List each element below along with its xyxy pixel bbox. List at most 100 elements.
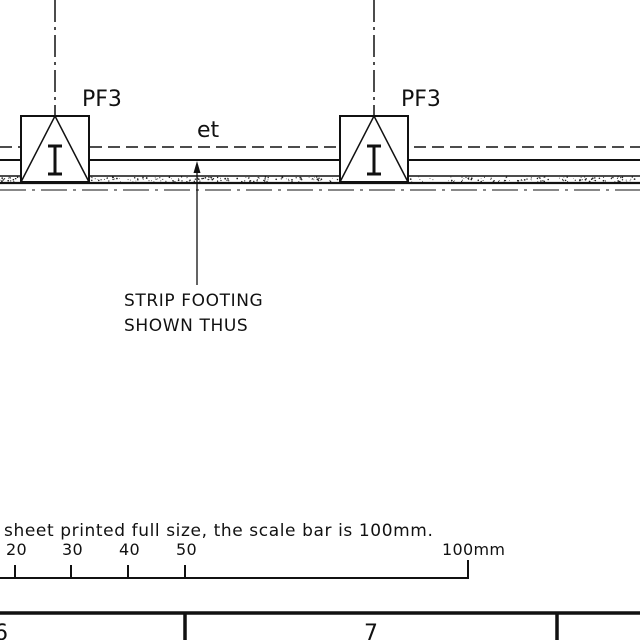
- stipple-dot: [419, 179, 421, 181]
- stipple-dot: [564, 179, 567, 182]
- stipple-dot: [626, 181, 628, 183]
- stipple-dot: [590, 178, 593, 181]
- stipple-dot: [544, 176, 546, 178]
- stipple-dot: [429, 177, 431, 179]
- stipple-dot: [530, 177, 532, 179]
- stipple-dot: [291, 178, 293, 181]
- stipple-dot: [162, 178, 164, 180]
- stipple-dot: [7, 179, 10, 182]
- stipple-dot: [291, 180, 293, 183]
- stipple-dot: [418, 176, 420, 178]
- stipple-dot: [244, 180, 246, 182]
- stipple-dot: [157, 178, 159, 180]
- stipple-dot: [490, 177, 492, 179]
- stipple-dot: [588, 180, 591, 183]
- stipple-dot: [281, 176, 284, 179]
- stipple-dot: [154, 177, 156, 179]
- stipple-dot: [188, 180, 190, 182]
- stipple-dot: [97, 179, 99, 180]
- stipple-dot: [593, 179, 595, 181]
- stipple-dot: [1, 180, 3, 183]
- stipple-dot: [10, 180, 12, 182]
- stipple-dot: [313, 179, 315, 181]
- stipple-dot: [224, 177, 227, 180]
- stipple-dot: [520, 179, 523, 181]
- stipple-dot: [201, 177, 203, 180]
- pad-footing-left: [20, 114, 90, 183]
- scale-tick-label: 20: [6, 540, 27, 559]
- stipple-dot: [470, 178, 473, 181]
- stipple-dot: [253, 180, 255, 183]
- concrete-stipple: [0, 176, 636, 183]
- stipple-dot: [526, 178, 528, 180]
- stipple-dot: [165, 180, 167, 182]
- stipple-dot: [498, 181, 500, 183]
- pad-footing-triangle: [339, 114, 409, 183]
- stipple-dot: [610, 178, 612, 180]
- stipple-dot: [116, 177, 118, 180]
- stipple-dot: [267, 179, 269, 181]
- stipple-dot: [137, 179, 139, 181]
- stipple-dot: [539, 177, 541, 179]
- stipple-dot: [490, 179, 492, 180]
- stipple-dot: [266, 180, 268, 183]
- stipple-dot: [295, 177, 297, 179]
- stipple-dot: [209, 179, 211, 180]
- stipple-dot: [543, 176, 545, 178]
- stipple-dot: [530, 178, 532, 180]
- stipple-dot: [2, 179, 5, 181]
- leader-arrowhead-icon: [193, 161, 201, 173]
- stipple-dot: [236, 177, 239, 180]
- stipple-dot: [106, 177, 108, 179]
- stipple-dot: [275, 178, 278, 181]
- stipple-dot: [536, 177, 539, 180]
- pad-footing-label-right: PF3: [401, 87, 441, 112]
- stipple-dot: [578, 179, 581, 182]
- stipple-dot: [311, 178, 313, 179]
- stipple-dot: [480, 178, 482, 180]
- stipple-dot: [142, 176, 144, 179]
- stipple-dot: [584, 176, 586, 178]
- stipple-dot: [591, 177, 594, 180]
- stipple-dot: [91, 179, 93, 182]
- stipple-dot: [574, 179, 576, 181]
- stipple-dot: [94, 178, 96, 180]
- stipple-dot: [220, 179, 222, 182]
- stipple-dot: [558, 177, 560, 179]
- stipple-dot: [617, 180, 620, 182]
- stipple-dot: [450, 179, 453, 182]
- stipple-dot: [561, 179, 564, 181]
- stipple-dot: [114, 178, 116, 180]
- stipple-dot: [113, 177, 115, 178]
- stipple-dot: [178, 178, 180, 180]
- stipple-dot: [256, 178, 258, 181]
- stipple-dot: [450, 176, 452, 178]
- stipple-dot: [135, 180, 137, 182]
- stipple-dot: [220, 177, 221, 179]
- stipple-dot: [320, 179, 322, 181]
- stipple-dot: [409, 178, 412, 180]
- stipple-dot: [523, 179, 526, 181]
- callout-text-line2: SHOWN THUS: [124, 316, 248, 336]
- stipple-dot: [16, 176, 19, 179]
- stipple-dot: [311, 178, 313, 180]
- stipple-dot: [633, 178, 636, 180]
- stipple-dot: [594, 177, 596, 179]
- stipple-dot: [498, 180, 500, 181]
- stipple-dot: [509, 180, 510, 181]
- stipple-dot: [604, 180, 606, 182]
- stipple-dot: [308, 176, 310, 178]
- stipple-dot: [461, 179, 463, 181]
- stipple-dot: [285, 178, 287, 180]
- stipple-dot: [312, 178, 314, 180]
- stipple-dot: [160, 180, 162, 182]
- stipple-dot: [503, 179, 506, 182]
- stipple-dot: [187, 177, 188, 179]
- stipple-dot: [448, 180, 449, 182]
- stipple-dot: [280, 178, 282, 180]
- stipple-dot: [631, 176, 633, 178]
- stipple-dot: [151, 180, 152, 182]
- stipple-dot: [317, 178, 319, 180]
- scale-tick-label: 100mm: [442, 540, 505, 559]
